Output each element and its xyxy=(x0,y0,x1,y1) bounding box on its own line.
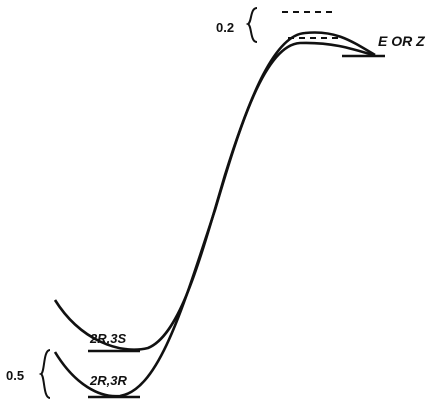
upper-minimum-label: 2R,3S xyxy=(89,331,126,346)
lower-minimum-label: 2R,3R xyxy=(89,373,127,388)
top-brace xyxy=(245,7,258,43)
bottom-brace xyxy=(38,349,51,399)
top-barrier-diff-label: 0.2 xyxy=(216,20,234,35)
upper-energy-curve xyxy=(53,31,376,351)
product-label: E OR Z xyxy=(378,33,425,49)
bottom-well-diff-label: 0.5 xyxy=(6,368,24,383)
